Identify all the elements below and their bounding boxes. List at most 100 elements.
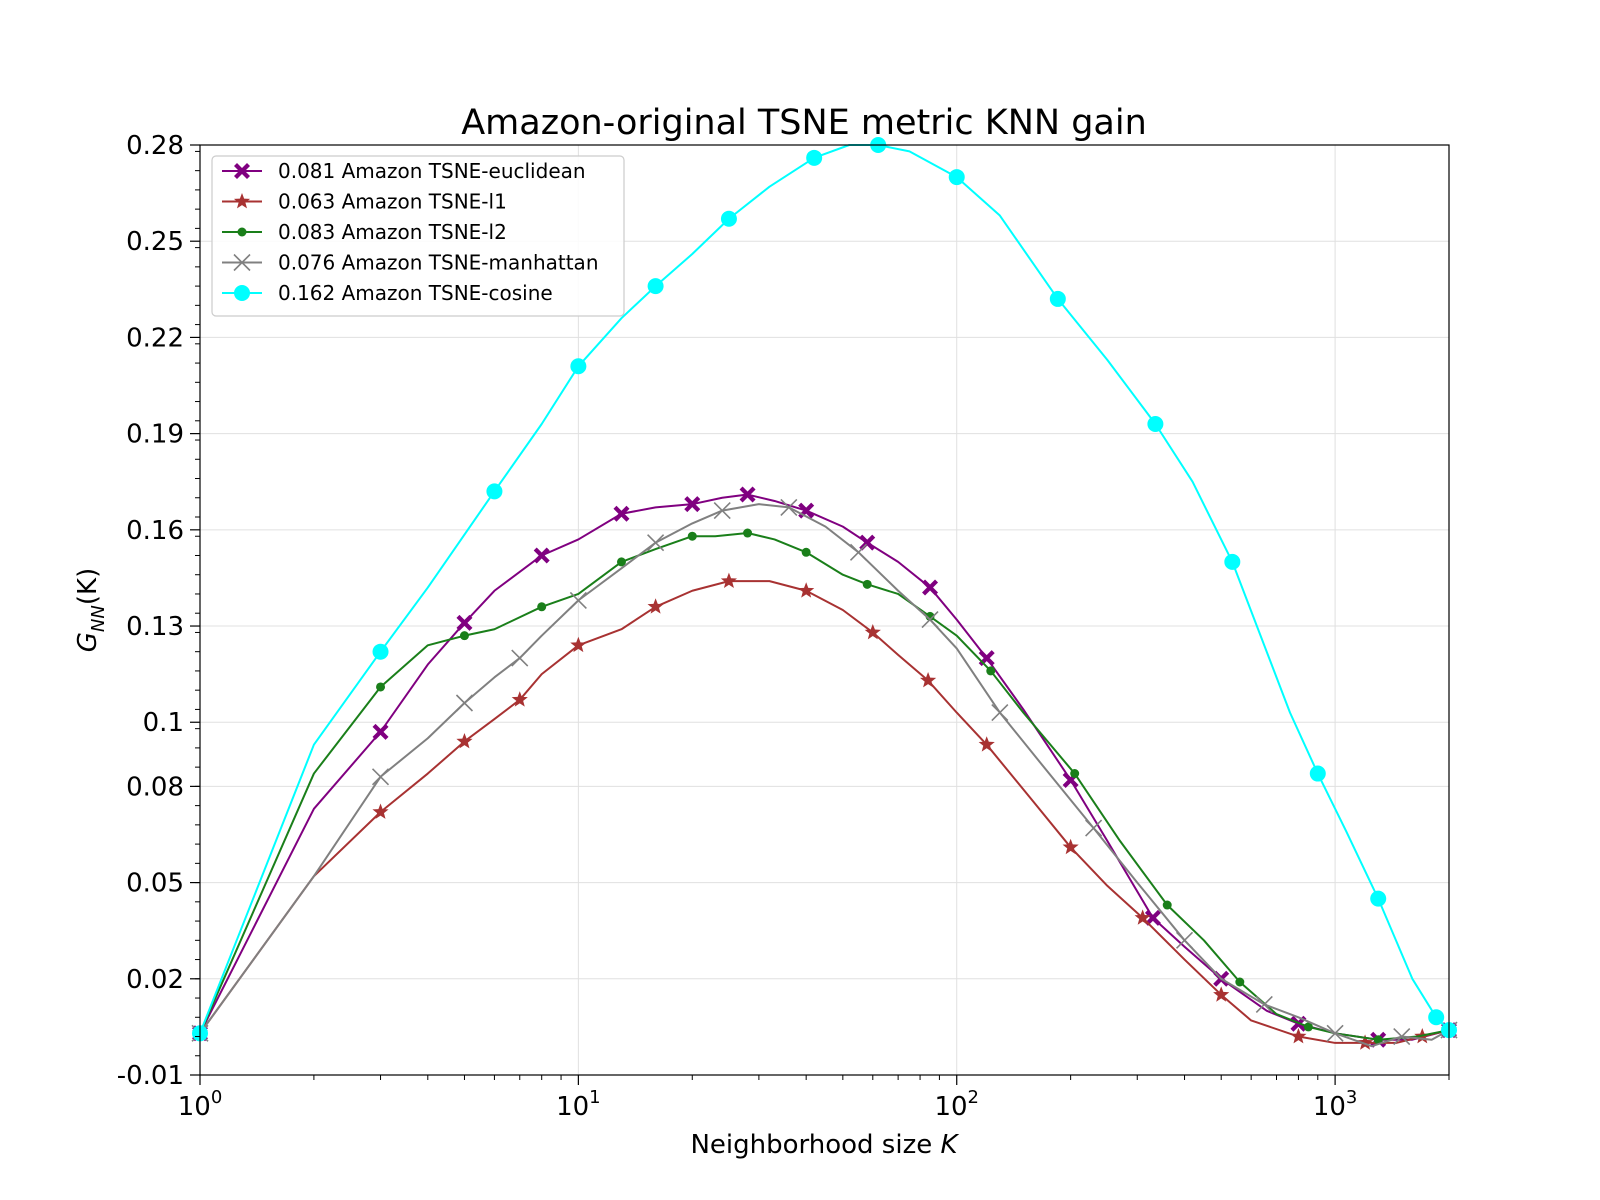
legend-item: 0.081 Amazon TSNE-euclidean [222,159,586,183]
y-tick-label: 0.16 [126,516,184,546]
series-line [199,503,1450,1048]
data-point [455,694,474,712]
x-axis-label-text: Neighborhood size [690,1130,932,1160]
data-point [372,723,389,740]
y-axis-label-sub: NN [88,605,109,632]
data-point [720,210,737,227]
data-point [991,704,1009,722]
x-tick-label: 100 [178,1087,223,1122]
data-point [864,623,881,640]
y-axis-label-arg: (K) [73,568,103,605]
y-axis-label-main: G [73,632,103,652]
data-point [570,358,587,375]
data-point [806,149,823,166]
data-point [1070,769,1080,779]
x-tick-label-exp: 2 [968,1087,979,1108]
legend-swatch-marker [234,163,250,179]
data-point [922,579,939,596]
data-point [486,483,503,500]
x-tick-label: 103 [1313,1087,1358,1122]
series-line [199,493,1450,1041]
series-line [199,144,1450,1034]
data-point [613,505,630,522]
data-point [978,650,995,667]
plot-frame [199,144,1450,1076]
data-point [720,572,738,589]
data-point [1175,931,1194,949]
data-point [1085,819,1103,837]
x-tick-label-exp: 1 [589,1087,600,1108]
y-tick-label: 0.05 [126,869,184,899]
data-point [1370,890,1387,907]
x-tick-label-base: 10 [934,1092,967,1122]
data-point [372,803,389,819]
data-point [849,543,868,561]
data-point [1255,995,1273,1014]
x-tick-label-base: 10 [1313,1092,1346,1122]
data-point [921,611,939,629]
data-point [533,547,550,564]
data-point [647,278,664,295]
data-point [1049,290,1066,307]
x-tick-label-base: 10 [556,1092,589,1122]
legend-box [211,155,625,317]
legend: 0.081 Amazon TSNE-euclidean 0.063 Amazon … [211,155,625,317]
data-point [1062,838,1079,855]
data-point [456,614,473,631]
data-point [511,649,529,667]
legend-label: 0.162 Amazon TSNE-cosine [278,281,553,305]
data-point [713,502,731,520]
data-point [376,682,386,692]
series-line [199,580,1450,1044]
y-axis-label: GNN(K) [73,568,109,652]
data-point [537,602,547,612]
legend-swatch-marker [233,253,251,272]
data-point [570,636,587,653]
data-point [372,643,389,660]
y-tick-label: 0.22 [126,323,184,353]
data-point [920,672,937,688]
data-point [456,732,473,749]
data-point [616,557,626,567]
y-tick-label: -0.01 [117,1061,184,1091]
data-point [948,169,965,186]
y-tick-label: 0.08 [126,772,184,802]
legend-item: 0.076 Amazon TSNE-manhattan [222,251,599,275]
y-tick-label: 0.13 [126,612,184,642]
data-point [459,631,469,641]
x-tick-label: 102 [934,1087,979,1122]
data-point [743,528,753,538]
legend-swatch-marker [237,227,247,237]
y-tick-label: 0.25 [126,227,184,257]
data-point [801,547,811,557]
x-tick-label-exp: 0 [211,1087,222,1108]
data-point [511,691,528,707]
data-point [1356,1034,1374,1050]
x-tick-label-exp: 3 [1346,1087,1357,1108]
x-axis-label: Neighborhood size K [690,1130,959,1160]
data-point [1290,1028,1307,1044]
legend-swatch-marker [234,285,250,301]
data-point [986,666,996,676]
data-point [1134,909,1151,925]
data-point [687,531,697,541]
data-point [739,486,756,503]
y-tick-label: 0.02 [126,965,184,995]
series-2 [191,572,1458,1050]
y-tick-label: 0.1 [143,708,184,738]
data-point [1428,1009,1445,1026]
data-point [978,736,995,752]
data-point [1309,765,1326,782]
data-point [1235,977,1245,987]
data-point [647,534,665,552]
data-point [1326,1024,1344,1042]
legend-swatch-marker [233,193,251,209]
plot-area [191,137,1458,1050]
series-1 [192,486,1457,1048]
data-point [684,496,701,513]
legend-label: 0.076 Amazon TSNE-manhattan [278,251,599,275]
data-point [1393,1027,1411,1046]
legend-label: 0.083 Amazon TSNE-l2 [278,220,507,244]
x-axis-label-var: K [940,1130,959,1160]
